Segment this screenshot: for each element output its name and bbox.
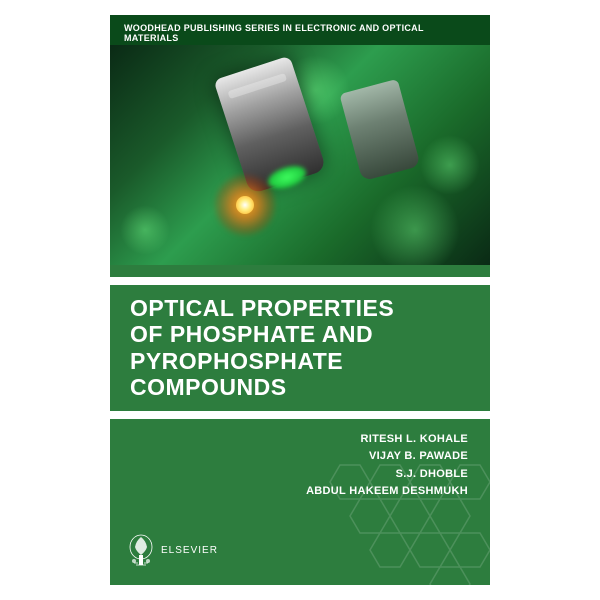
elsevier-tree-icon bbox=[128, 533, 154, 567]
cover-image bbox=[110, 45, 490, 265]
book-title: OPTICAL PROPERTIES OF PHOSPHATE AND PYRO… bbox=[130, 295, 470, 401]
book-cover: WOODHEAD PUBLISHING SERIES IN ELECTRONIC… bbox=[110, 15, 490, 585]
light-core bbox=[236, 196, 254, 214]
title-line: PYROPHOSPHATE bbox=[130, 348, 343, 374]
title-line: OPTICAL PROPERTIES bbox=[130, 295, 394, 321]
bokeh-light bbox=[120, 205, 170, 255]
title-line: OF PHOSPHATE AND bbox=[130, 321, 373, 347]
author-name: RITESH L. KOHALE bbox=[306, 431, 468, 449]
bokeh-light bbox=[420, 135, 480, 195]
series-label: WOODHEAD PUBLISHING SERIES IN ELECTRONIC… bbox=[124, 23, 424, 43]
publisher-logo: ELSEVIER bbox=[128, 533, 218, 567]
hexagon-pattern bbox=[310, 455, 490, 585]
title-block: OPTICAL PROPERTIES OF PHOSPHATE AND PYRO… bbox=[110, 277, 490, 419]
bokeh-light bbox=[370, 185, 460, 265]
publisher-name: ELSEVIER bbox=[161, 545, 218, 556]
title-line: COMPOUNDS bbox=[130, 374, 287, 400]
microscope-lens-secondary bbox=[339, 79, 420, 181]
